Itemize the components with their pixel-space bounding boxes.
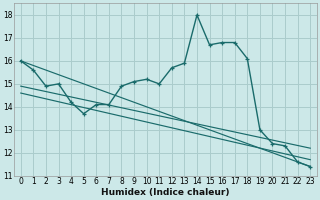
X-axis label: Humidex (Indice chaleur): Humidex (Indice chaleur)	[101, 188, 230, 197]
